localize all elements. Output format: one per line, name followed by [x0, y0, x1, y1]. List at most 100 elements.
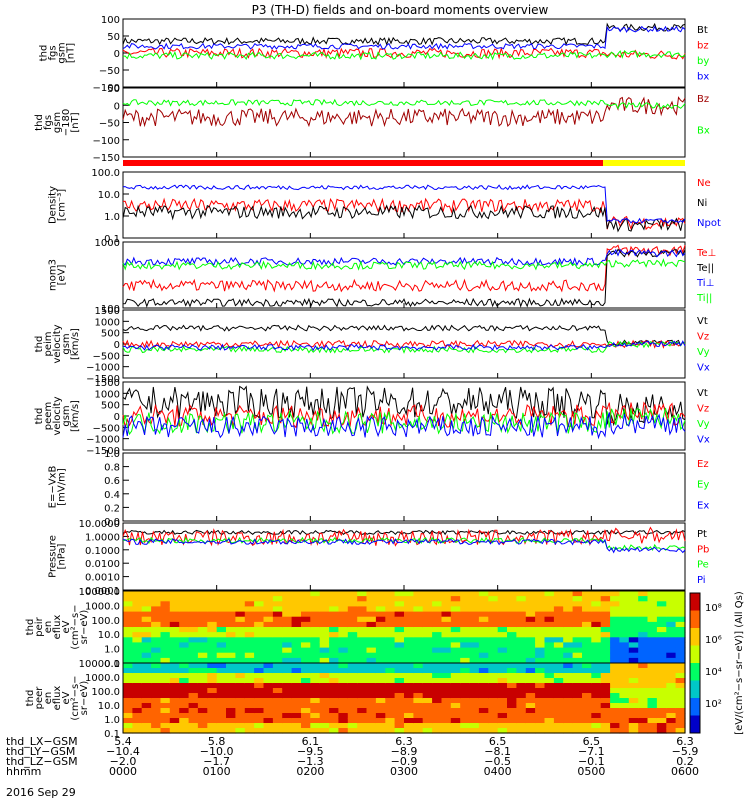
heatmap-cell: [319, 637, 330, 643]
heatmap-cell: [394, 601, 405, 607]
heatmap-cell: [160, 723, 171, 729]
heatmap-cell: [525, 678, 536, 684]
heatmap-cell: [263, 683, 274, 689]
heatmap-cell: [123, 678, 133, 684]
panel-9: 10000.01000.0100.010.01.00.1thdpeirenefl…: [25, 587, 686, 670]
heatmap-cell: [235, 637, 246, 643]
heatmap-cell: [619, 678, 630, 684]
heatmap-cell: [151, 616, 162, 623]
heatmap-cell: [179, 703, 190, 709]
heatmap-cell: [244, 698, 255, 704]
heatmap-cell: [600, 688, 611, 694]
heatmap-cell: [450, 596, 461, 602]
heatmap-cell: [572, 657, 583, 664]
heatmap-cell: [197, 718, 208, 724]
heatmap-cell: [638, 621, 649, 628]
heatmap-cell: [226, 663, 236, 669]
heatmap-cell: [404, 698, 414, 704]
heatmap-cell: [319, 642, 330, 649]
series-line-te||: [122, 248, 686, 308]
legend-vy: Vy: [697, 347, 710, 358]
heatmap-cell: [347, 713, 358, 719]
heatmap-cell: [600, 637, 611, 643]
heatmap-cell: [179, 632, 190, 638]
heatmap-cell: [413, 663, 424, 669]
colorbar-swatch: [690, 663, 700, 681]
heatmap-cell: [478, 621, 489, 628]
series-line-vt: [122, 385, 686, 427]
heatmap-cell: [591, 601, 602, 607]
heatmap-cell: [272, 728, 283, 734]
heatmap-cell: [619, 627, 630, 633]
heatmap-cell: [619, 657, 630, 664]
heatmap-cell: [197, 688, 208, 694]
heatmap-cell: [216, 703, 227, 709]
colorbar-swatch: [690, 680, 700, 699]
heatmap-cell: [254, 708, 265, 714]
x-axis-value: 6.3: [395, 735, 413, 748]
heatmap-cell: [216, 693, 227, 699]
heatmap-cell: [179, 621, 190, 628]
heatmap-cell: [469, 713, 480, 719]
y-tick-label: −500: [93, 423, 120, 434]
heatmap-cell: [460, 621, 471, 628]
heatmap-cell: [553, 637, 564, 643]
heatmap-cell: [244, 606, 255, 613]
heatmap-cell: [572, 601, 583, 607]
heatmap-cell: [647, 657, 658, 664]
heatmap-cell: [666, 723, 677, 729]
x-axis-value: −8.1: [484, 745, 511, 758]
heatmap-cell: [582, 678, 592, 684]
heatmap-cell: [188, 657, 199, 664]
heatmap-cell: [497, 663, 508, 669]
heatmap-cell: [516, 657, 527, 664]
heatmap-cell: [132, 688, 143, 694]
heatmap-cell: [628, 728, 639, 734]
heatmap-cell: [450, 728, 461, 734]
heatmap-cell: [179, 591, 190, 597]
y-tick-label: 0.1: [104, 234, 120, 245]
heatmap-cell: [301, 703, 311, 709]
heatmap-cell: [478, 627, 489, 633]
heatmap-cell: [441, 642, 452, 649]
heatmap-cell: [123, 663, 133, 669]
heatmap-cell: [385, 596, 396, 602]
heatmap-cell: [582, 673, 592, 679]
heatmap-cell: [188, 708, 199, 714]
heatmap-cell: [301, 683, 311, 689]
heatmap-cell: [582, 683, 592, 689]
heatmap-cell: [450, 673, 461, 679]
heatmap-cell: [357, 601, 368, 607]
heatmap-cell: [179, 627, 190, 633]
heatmap-cell: [132, 657, 143, 664]
heatmap-cell: [310, 693, 321, 699]
heatmap-cell: [610, 616, 621, 623]
heatmap-cell: [535, 616, 546, 623]
heatmap-cell: [582, 723, 592, 729]
heatmap-cell: [572, 728, 583, 734]
legend-by: by: [697, 56, 709, 67]
heatmap-cell: [413, 693, 424, 699]
heatmap-cell: [413, 718, 424, 724]
heatmap-cell: [216, 657, 227, 664]
heatmap-cell: [628, 703, 639, 709]
y-tick-label: 0: [114, 412, 120, 423]
heatmap-cell: [375, 683, 386, 689]
heatmap-cell: [600, 642, 611, 649]
heatmap-cell: [413, 601, 424, 607]
y-tick-label: 100.0: [91, 616, 120, 627]
heatmap-cell: [600, 632, 611, 638]
heatmap-cell: [254, 683, 265, 689]
heatmap-cell: [188, 723, 199, 729]
heatmap-cell: [310, 596, 321, 602]
heatmap-cell: [244, 657, 255, 664]
heatmap-cell: [460, 647, 471, 654]
y-axis-label: eV: [61, 691, 72, 704]
heatmap-cell: [647, 632, 658, 638]
heatmap-cell: [591, 642, 602, 649]
heatmap-cell: [329, 647, 340, 654]
heatmap-cell: [525, 652, 536, 659]
heatmap-cell: [666, 728, 677, 734]
heatmap-cell: [497, 688, 508, 694]
